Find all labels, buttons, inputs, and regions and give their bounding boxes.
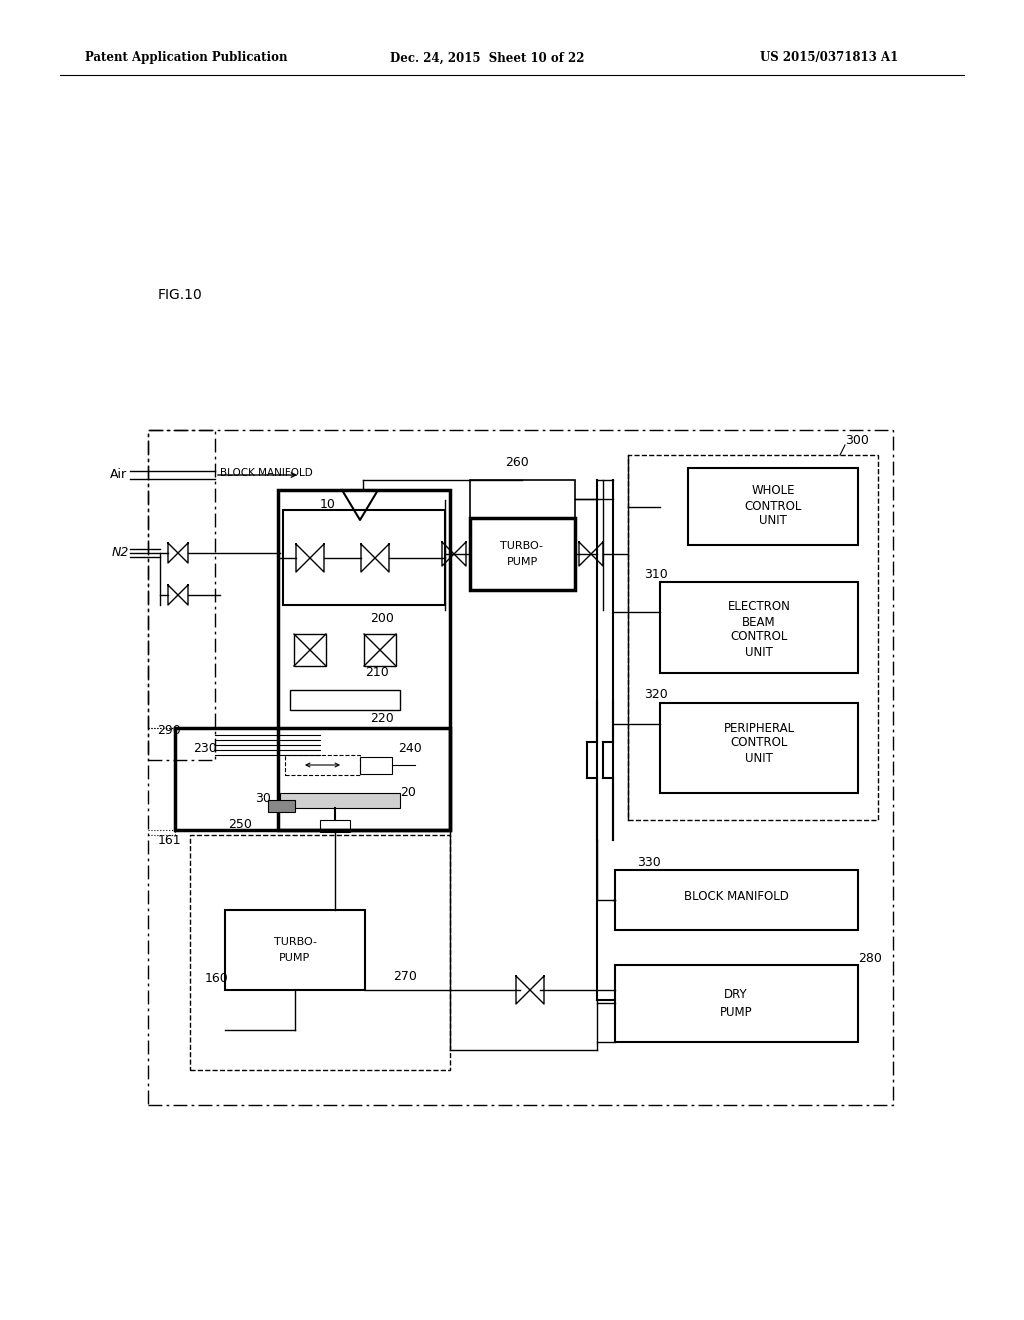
Text: 330: 330 — [637, 855, 660, 869]
Text: 230: 230 — [193, 742, 217, 755]
Bar — [319, 820, 350, 832]
Bar — [280, 793, 400, 808]
Text: PERIPHERAL: PERIPHERAL — [723, 722, 795, 734]
Text: 290: 290 — [157, 723, 181, 737]
Bar — [294, 634, 326, 667]
Text: CONTROL: CONTROL — [730, 737, 787, 750]
Bar — [148, 430, 893, 1105]
Text: TURBO-: TURBO- — [501, 541, 544, 550]
Text: UNIT: UNIT — [759, 515, 786, 528]
Text: BLOCK MANIFOLD: BLOCK MANIFOLD — [684, 891, 788, 903]
Bar — [660, 704, 858, 793]
Bar — [148, 430, 215, 760]
Text: 161: 161 — [158, 833, 181, 846]
Text: FIG.10: FIG.10 — [158, 288, 203, 302]
Text: N2: N2 — [112, 546, 129, 560]
Bar — [628, 455, 878, 820]
Text: US 2015/0371813 A1: US 2015/0371813 A1 — [760, 51, 898, 65]
Text: 30: 30 — [255, 792, 271, 804]
Text: WHOLE: WHOLE — [752, 484, 795, 498]
Bar — [615, 965, 858, 1041]
Bar — [290, 690, 400, 710]
Text: 250: 250 — [228, 817, 252, 830]
Text: CONTROL: CONTROL — [730, 631, 787, 644]
Text: 160: 160 — [205, 972, 228, 985]
Bar — [364, 634, 396, 667]
Text: 240: 240 — [398, 742, 422, 755]
Bar — [190, 836, 450, 1071]
Bar — [470, 517, 575, 590]
Bar — [470, 480, 575, 517]
Text: PUMP: PUMP — [720, 1006, 753, 1019]
Text: UNIT: UNIT — [745, 751, 773, 764]
Bar — [283, 510, 445, 605]
Text: 200: 200 — [370, 611, 394, 624]
Text: BEAM: BEAM — [742, 615, 776, 628]
Bar — [660, 582, 858, 673]
Text: 20: 20 — [400, 787, 416, 800]
Text: 220: 220 — [370, 711, 394, 725]
Bar — [225, 909, 365, 990]
Text: ELECTRON: ELECTRON — [728, 601, 791, 614]
Text: 270: 270 — [393, 970, 417, 983]
Text: CONTROL: CONTROL — [744, 499, 802, 512]
Text: Dec. 24, 2015  Sheet 10 of 22: Dec. 24, 2015 Sheet 10 of 22 — [390, 51, 585, 65]
Text: 300: 300 — [845, 433, 869, 446]
Text: 280: 280 — [858, 952, 882, 965]
Text: DRY: DRY — [724, 989, 748, 1002]
Text: 10: 10 — [319, 499, 336, 511]
Bar — [688, 469, 858, 545]
Text: PUMP: PUMP — [507, 557, 538, 568]
Text: 210: 210 — [365, 665, 389, 678]
Text: 310: 310 — [644, 568, 668, 581]
Text: TURBO-: TURBO- — [273, 937, 316, 946]
Text: UNIT: UNIT — [745, 647, 773, 660]
Bar — [360, 756, 392, 774]
Bar — [175, 729, 450, 830]
Bar — [615, 870, 858, 931]
Text: BLOCK MANIFOLD: BLOCK MANIFOLD — [220, 469, 312, 478]
Text: 320: 320 — [644, 689, 668, 701]
Bar — [268, 800, 295, 812]
Text: 260: 260 — [505, 455, 528, 469]
Text: Air: Air — [110, 469, 127, 482]
Bar — [285, 755, 360, 775]
Text: Patent Application Publication: Patent Application Publication — [85, 51, 288, 65]
Bar — [278, 490, 450, 830]
Text: PUMP: PUMP — [280, 953, 310, 964]
